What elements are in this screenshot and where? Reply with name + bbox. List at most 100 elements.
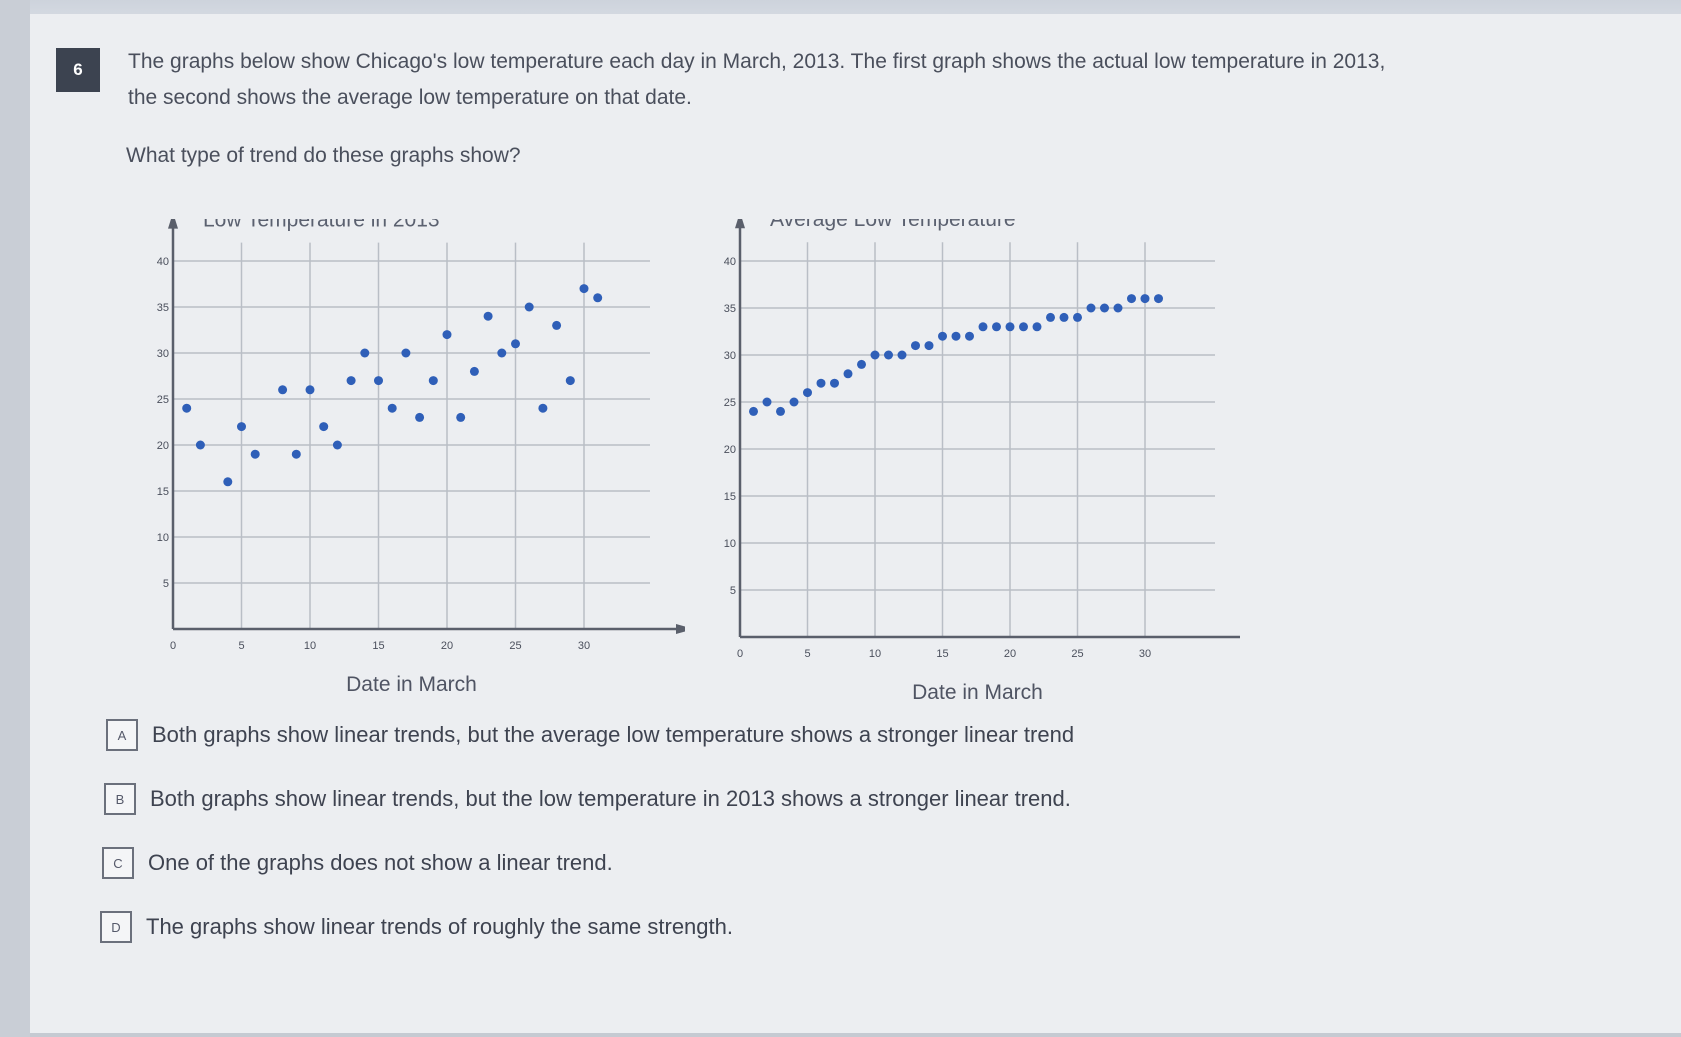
y-tick-label: 15 <box>157 486 169 498</box>
data-point <box>579 284 589 294</box>
choice-a-text: Both graphs show linear trends, but the … <box>152 722 1075 747</box>
data-point <box>565 376 575 386</box>
data-point <box>237 422 246 432</box>
data-point <box>401 348 411 358</box>
y-tick-label: 30 <box>724 350 736 362</box>
data-point <box>538 403 548 413</box>
data-point <box>1046 312 1055 322</box>
data-point <box>469 366 479 376</box>
y-tick-label: 15 <box>724 491 736 503</box>
x-tick-label: 15 <box>372 640 384 652</box>
x-tick-label: 15 <box>936 648 948 660</box>
data-point <box>195 440 205 450</box>
choice-a[interactable]: A Both graphs show linear trends, but th… <box>106 717 1074 753</box>
data-point <box>278 385 288 395</box>
data-point <box>1019 322 1028 332</box>
x-tick-label: 20 <box>1004 648 1016 660</box>
data-point <box>442 330 452 340</box>
data-point <box>843 369 853 379</box>
data-point <box>1005 322 1015 332</box>
data-point <box>483 311 493 321</box>
question-text: What type of trend do these graphs show? <box>126 144 521 167</box>
data-point <box>1113 303 1123 313</box>
data-point <box>593 293 603 303</box>
data-point <box>223 477 233 487</box>
chart-low-temperature-2013: 5 10 15 20 25 30 35 40 0 5 10 15 20 25 30 Low Temperatu… <box>157 219 685 696</box>
y-tick-label: 20 <box>157 440 169 452</box>
data-point <box>524 302 534 312</box>
data-point <box>830 378 839 388</box>
choice-b-text: Both graphs show linear trends, but the … <box>150 786 1071 811</box>
data-point <box>1140 294 1150 304</box>
y-tick-label: 10 <box>157 532 169 544</box>
x-axis-arrow <box>676 624 685 634</box>
data-point <box>803 388 812 398</box>
data-point <box>552 320 562 330</box>
data-point <box>938 331 947 341</box>
data-point <box>1073 312 1082 322</box>
choice-d-letter: D <box>100 911 132 943</box>
x-tick-label: 0 <box>737 648 743 660</box>
x-axis-label: Date in March <box>912 681 1043 704</box>
question-number-badge: 6 <box>56 48 100 92</box>
x-tick-label: 25 <box>1071 648 1083 660</box>
data-point <box>415 412 425 422</box>
choice-c[interactable]: C One of the graphs does not show a line… <box>102 845 613 881</box>
y-tick-label: 40 <box>724 256 736 268</box>
x-tick-label: 30 <box>578 640 590 652</box>
data-point <box>924 341 934 351</box>
x-tick-label: 10 <box>304 640 316 652</box>
data-point <box>1100 303 1109 313</box>
data-point <box>305 385 315 395</box>
data-point <box>374 376 383 386</box>
data-point <box>776 406 785 416</box>
data-point <box>965 331 974 341</box>
bottom-divider <box>30 1033 1681 1037</box>
x-tick-label: 5 <box>804 648 810 660</box>
x-tick-label: 5 <box>238 640 244 652</box>
x-tick-label: 20 <box>441 640 453 652</box>
x-tick-label: 0 <box>170 640 176 652</box>
data-point <box>1032 322 1042 332</box>
y-tick-label: 5 <box>163 578 169 590</box>
data-point <box>319 422 329 432</box>
data-point <box>789 397 799 407</box>
y-tick-label: 35 <box>157 302 169 314</box>
choice-d-text: The graphs show linear trends of roughly… <box>146 914 733 939</box>
data-point <box>897 350 907 360</box>
data-point <box>291 449 301 459</box>
x-tick-label: 25 <box>509 640 521 652</box>
data-point <box>857 359 866 369</box>
chart-average-low-temperature: 5 10 15 20 25 30 35 40 0 5 10 15 20 25 30 Average Low T… <box>724 219 1240 704</box>
y-tick-label: 5 <box>730 585 736 597</box>
page-edge <box>0 0 30 1037</box>
data-point <box>816 378 826 388</box>
choice-b-letter: B <box>104 783 136 815</box>
x-tick-label: 30 <box>1139 648 1151 660</box>
y-tick-label: 30 <box>157 348 169 360</box>
y-tick-label: 20 <box>724 444 736 456</box>
data-point <box>870 350 880 360</box>
data-point <box>1154 294 1163 304</box>
choice-b[interactable]: B Both graphs show linear trends, but th… <box>104 781 1071 817</box>
y-axis-arrow <box>735 219 745 229</box>
data-point <box>456 412 466 422</box>
data-point <box>951 331 961 341</box>
data-point <box>250 449 260 459</box>
chart-title: Average Low Temperature <box>770 219 1016 231</box>
data-point <box>978 322 988 332</box>
data-point <box>749 406 758 416</box>
question-prompt: The graphs below show Chicago's low temp… <box>128 50 1386 109</box>
x-tick-label: 10 <box>869 648 881 660</box>
x-axis-label: Date in March <box>346 673 477 696</box>
data-point <box>1127 294 1136 304</box>
choice-d[interactable]: D The graphs show linear trends of rough… <box>100 909 733 945</box>
data-point <box>992 322 1001 332</box>
y-tick-label: 25 <box>157 394 169 406</box>
data-point <box>497 348 507 358</box>
choice-c-letter: C <box>102 847 134 879</box>
chart-title: Low Temperature in 2013 <box>203 219 440 232</box>
data-point <box>1059 312 1069 322</box>
y-tick-label: 35 <box>724 303 736 315</box>
y-tick-label: 25 <box>724 397 736 409</box>
